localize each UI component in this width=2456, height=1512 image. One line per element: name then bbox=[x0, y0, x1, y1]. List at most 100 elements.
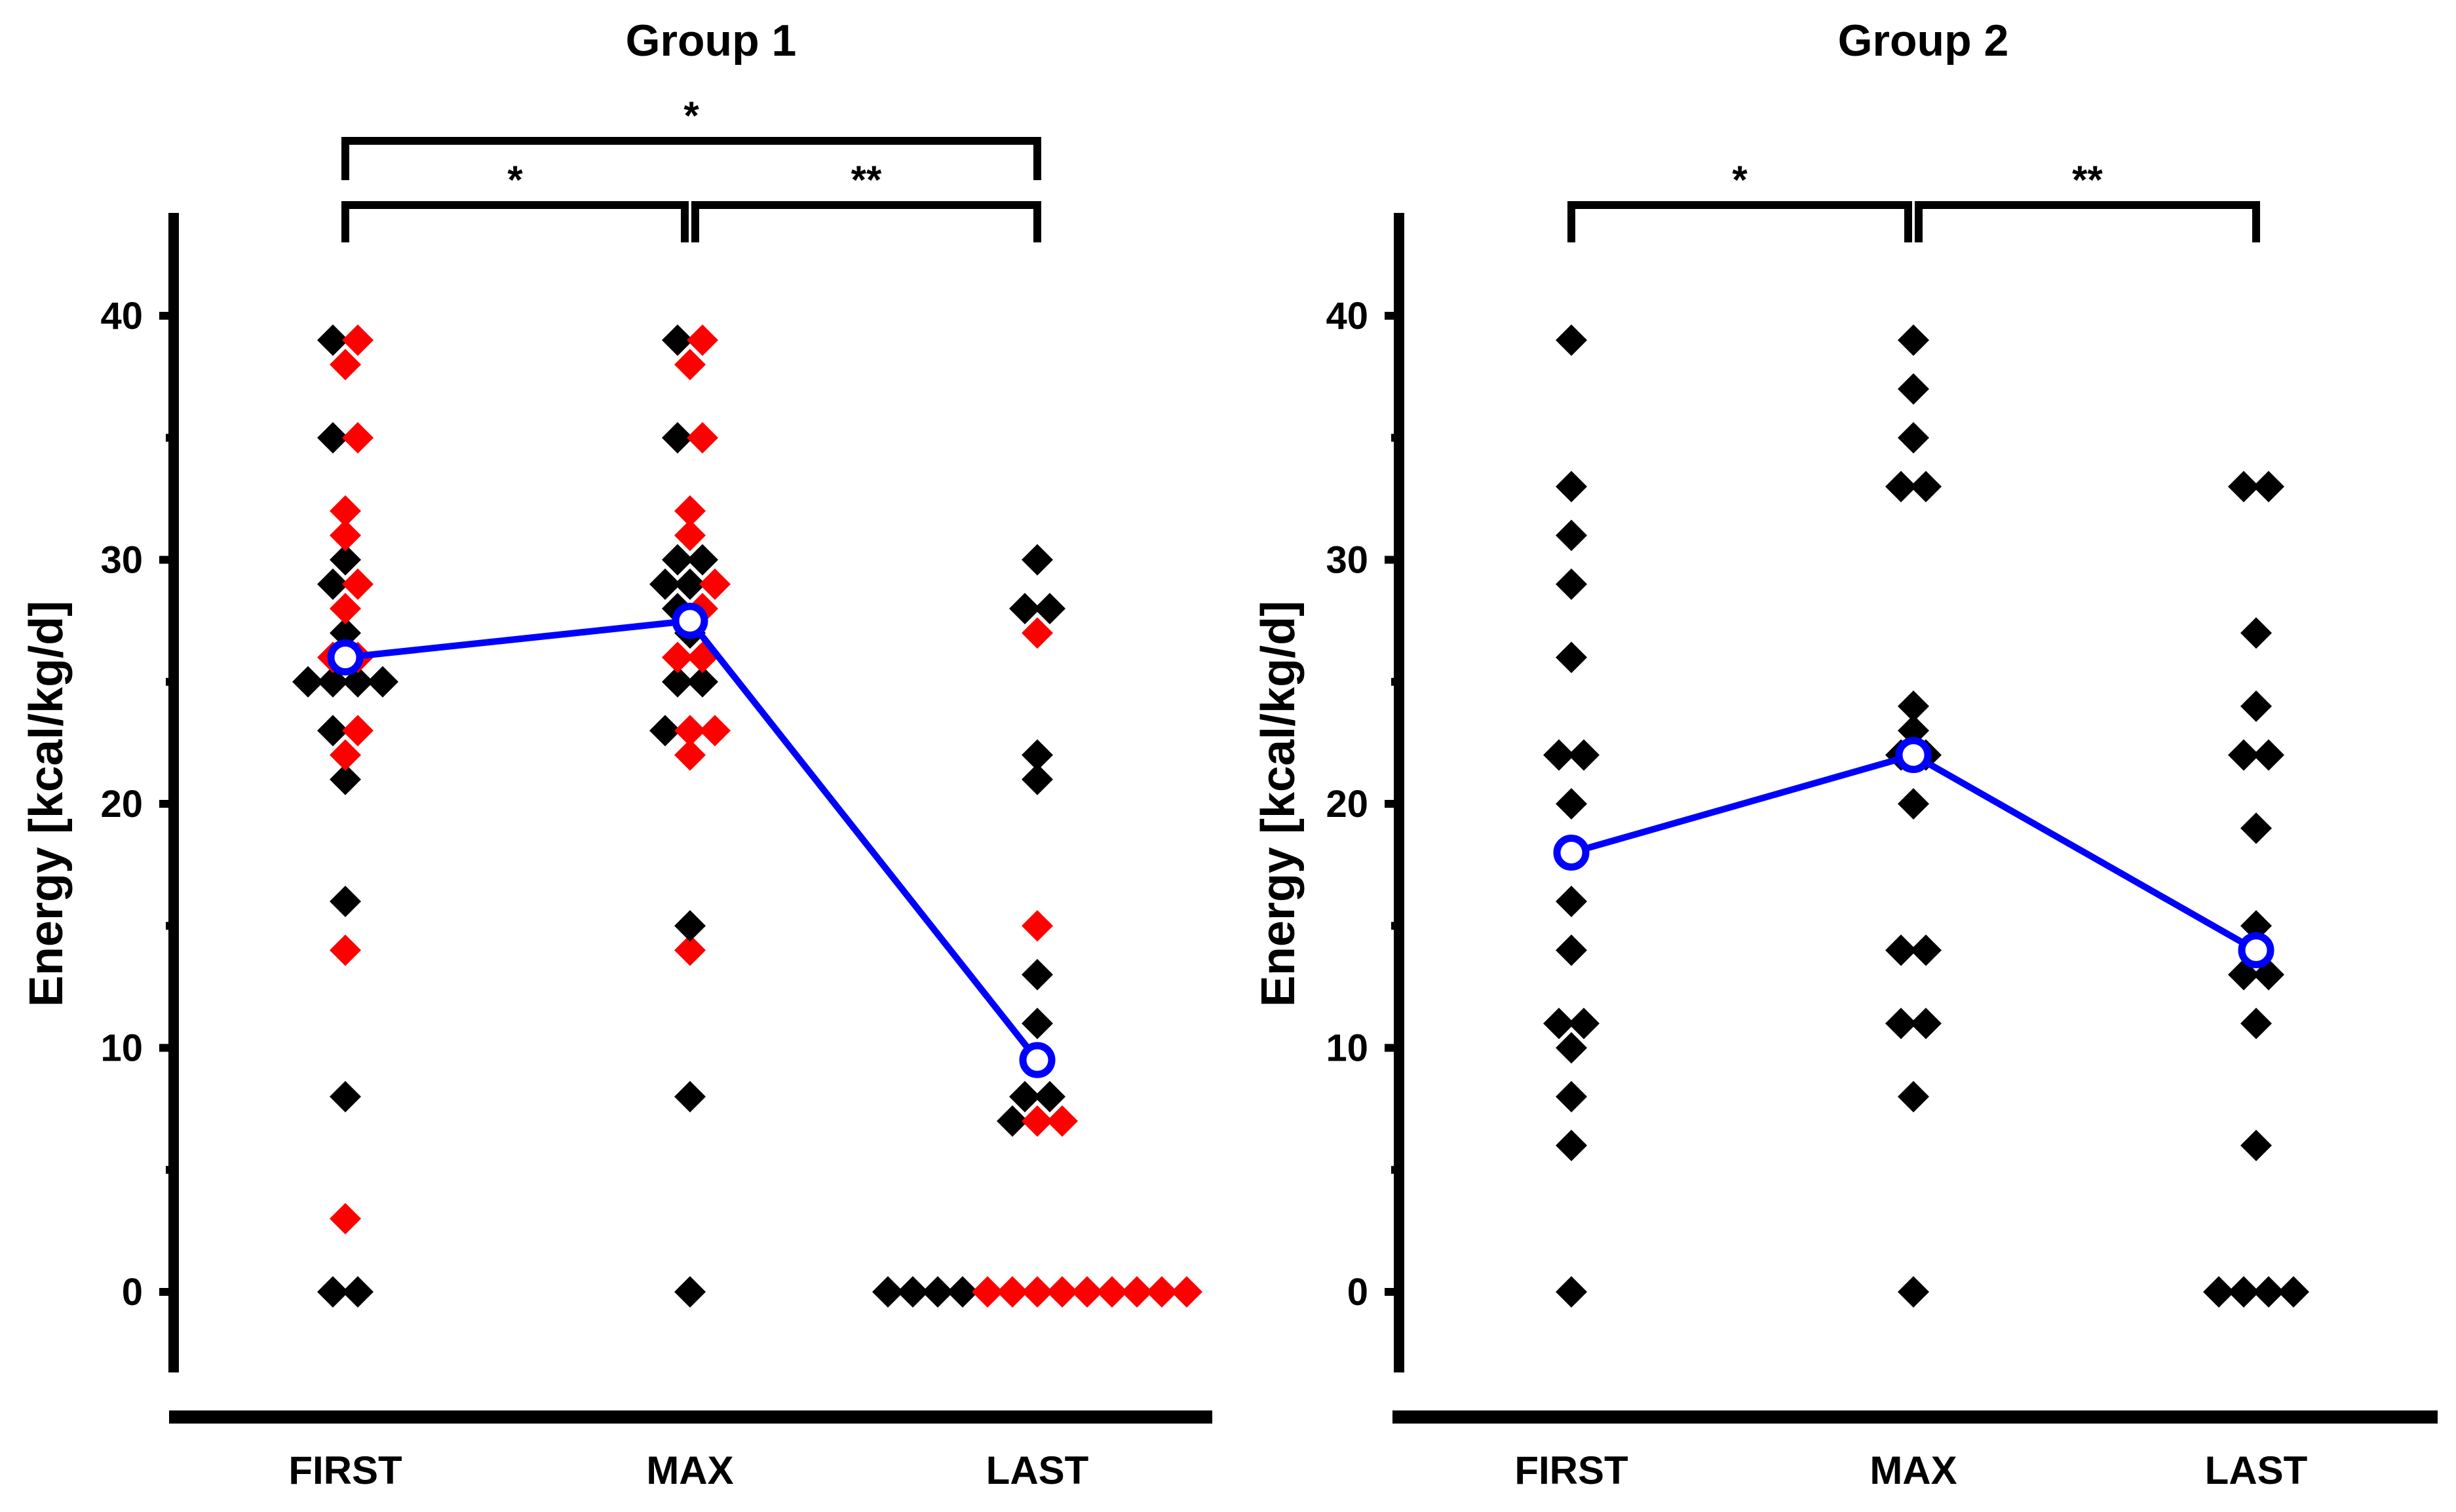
data-point bbox=[342, 324, 374, 356]
data-point bbox=[330, 886, 361, 917]
chart-title: Group 2 bbox=[1838, 16, 2009, 66]
data-point bbox=[674, 520, 706, 552]
data-point bbox=[674, 1081, 706, 1112]
data-point bbox=[674, 495, 706, 527]
data-point bbox=[1556, 641, 1587, 673]
data-point bbox=[1071, 1276, 1103, 1308]
data-point bbox=[1009, 593, 1041, 624]
data-point bbox=[997, 1105, 1028, 1137]
data-point bbox=[1898, 373, 1929, 405]
data-point bbox=[2240, 690, 2272, 722]
data-point bbox=[872, 1276, 904, 1308]
y-tick-label: 10 bbox=[100, 1027, 143, 1070]
data-point bbox=[1022, 1105, 1053, 1137]
data-point bbox=[330, 593, 361, 624]
data-point bbox=[674, 1276, 706, 1308]
data-point bbox=[342, 422, 374, 454]
mean-marker bbox=[1019, 1042, 1056, 1078]
data-point bbox=[947, 1276, 978, 1308]
data-point bbox=[330, 1203, 361, 1235]
data-point bbox=[2278, 1276, 2309, 1308]
data-point bbox=[2253, 739, 2284, 771]
data-point bbox=[2240, 910, 2272, 942]
data-point bbox=[662, 324, 693, 356]
data-point bbox=[342, 568, 374, 600]
data-point bbox=[687, 666, 718, 698]
data-point bbox=[1556, 1276, 1587, 1308]
data-point bbox=[292, 666, 324, 698]
x-category-label: LAST bbox=[2205, 1448, 2308, 1492]
data-point bbox=[342, 715, 374, 747]
significance-label: ** bbox=[2072, 158, 2103, 202]
data-point bbox=[897, 1276, 929, 1308]
y-axis-label: Energy [kcal/kg/d] bbox=[1252, 601, 1305, 1007]
data-point bbox=[674, 349, 706, 381]
data-point bbox=[674, 910, 706, 942]
data-point bbox=[674, 715, 706, 747]
data-point bbox=[1556, 1081, 1587, 1112]
significance-label: ** bbox=[851, 158, 882, 202]
data-point bbox=[1096, 1276, 1128, 1308]
data-point bbox=[1146, 1276, 1178, 1308]
data-point bbox=[1022, 1008, 1053, 1040]
data-point bbox=[330, 544, 361, 576]
data-point bbox=[1556, 520, 1587, 552]
data-point bbox=[1898, 690, 1929, 722]
data-point bbox=[1898, 422, 1929, 454]
data-point bbox=[662, 641, 693, 673]
data-point bbox=[997, 1276, 1028, 1308]
data-point bbox=[317, 1276, 349, 1308]
data-point bbox=[1898, 715, 1929, 747]
data-point bbox=[1885, 1008, 1917, 1040]
data-point bbox=[1885, 934, 1917, 966]
data-point bbox=[1556, 886, 1587, 917]
data-point bbox=[687, 422, 718, 454]
x-category-label: MAX bbox=[646, 1448, 733, 1492]
y-tick-label: 30 bbox=[100, 539, 143, 582]
significance-bracket bbox=[341, 201, 689, 242]
data-point bbox=[367, 666, 398, 698]
data-point bbox=[330, 495, 361, 527]
data-point bbox=[1556, 470, 1587, 502]
data-point bbox=[1009, 1081, 1041, 1112]
significance-label: * bbox=[1732, 158, 1748, 202]
y-tick-label: 20 bbox=[100, 783, 143, 825]
x-category-label: MAX bbox=[1870, 1448, 1957, 1492]
data-point bbox=[317, 715, 349, 747]
data-point bbox=[1910, 470, 1942, 502]
data-point bbox=[1556, 934, 1587, 966]
data-point bbox=[2240, 812, 2272, 844]
data-point bbox=[330, 617, 361, 649]
mean-marker bbox=[327, 639, 364, 675]
significance-label: * bbox=[683, 94, 699, 138]
data-point bbox=[1022, 739, 1053, 771]
data-point bbox=[1022, 617, 1053, 649]
data-point bbox=[330, 934, 361, 966]
data-point bbox=[687, 324, 718, 356]
data-point bbox=[1022, 910, 1053, 942]
data-point bbox=[1556, 568, 1587, 600]
data-point bbox=[1568, 1008, 1600, 1040]
data-point bbox=[330, 1081, 361, 1112]
data-point bbox=[1022, 958, 1053, 991]
data-point bbox=[2228, 739, 2259, 771]
data-point bbox=[1898, 1081, 1929, 1112]
data-point bbox=[1556, 1129, 1587, 1162]
data-point bbox=[317, 324, 349, 356]
significance-bracket bbox=[341, 137, 1041, 180]
data-point bbox=[1556, 324, 1587, 356]
data-point bbox=[687, 544, 718, 576]
data-point bbox=[1910, 934, 1942, 966]
data-point bbox=[649, 715, 681, 747]
mean-marker bbox=[1553, 835, 1590, 871]
group-1-panel: Group 1 Energy [kcal/kg/d] 0 10 20 30 40 FIRST M… bbox=[20, 16, 1212, 1492]
mean-marker bbox=[2238, 932, 2274, 968]
y-tick-label: 40 bbox=[100, 295, 143, 337]
data-point bbox=[317, 422, 349, 454]
data-point bbox=[2240, 617, 2272, 649]
data-point bbox=[674, 739, 706, 771]
data-point bbox=[699, 715, 731, 747]
data-point bbox=[1898, 324, 1929, 356]
data-point bbox=[342, 1276, 374, 1308]
